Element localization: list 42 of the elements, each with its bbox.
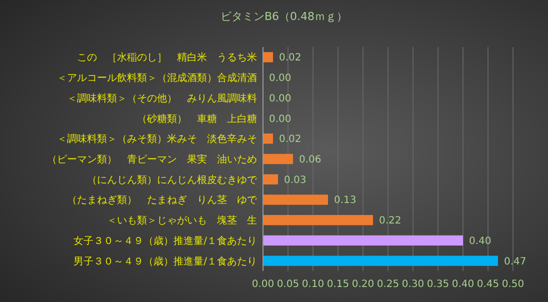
y-tick-label: ＜調味料類＞（みそ類）米みそ 淡色辛みそ	[57, 133, 257, 146]
data-label: 0.13	[334, 195, 356, 206]
bar	[263, 256, 498, 266]
y-tick-label: 女子３０～４９（歳）推進量/１食あたり	[74, 234, 257, 247]
x-tick-label: 0.20	[352, 279, 374, 290]
data-label: 0.00	[269, 93, 292, 104]
y-tick-label: （たまねぎ類） たまねぎ りん茎 ゆで	[67, 194, 258, 206]
data-label: 0.22	[379, 216, 402, 227]
y-tick-label: この ［水稲のし］ 精白米 うるち米	[77, 52, 257, 64]
data-label: 0.06	[299, 154, 322, 166]
bar	[263, 215, 373, 226]
data-label: 0.03	[284, 174, 306, 186]
bar	[263, 154, 293, 164]
y-tick-label: （砂糖類） 車糖 上白糖	[137, 112, 257, 125]
x-tick-label: 0.30	[402, 279, 424, 290]
y-tick-label: 男子３０～４９（歳）推進量/１食あたり	[74, 255, 257, 268]
x-tick-label: 0.15	[326, 279, 350, 290]
bar	[263, 174, 278, 184]
x-tick-label: 0.45	[476, 279, 500, 290]
x-tick-label: 0.35	[426, 279, 450, 290]
data-label: 0.00	[269, 114, 292, 125]
x-tick-label: 0.10	[302, 279, 324, 290]
y-tick-label: ＜いも類＞じゃがいも 塊茎 生	[107, 214, 257, 227]
chart-title: ビタミンB6（0.48ｍｇ）	[220, 10, 348, 23]
y-tick-label: （にんじん類）にんじん根皮むきゆで	[87, 174, 258, 186]
bar	[263, 194, 328, 205]
bar	[263, 134, 273, 144]
data-label: 0.00	[269, 73, 292, 84]
bar	[263, 235, 463, 246]
data-label: 0.47	[504, 256, 526, 268]
bar	[263, 52, 273, 62]
x-tick-label: 0.50	[502, 279, 524, 290]
y-tick-label: ＜調味料類＞（その他） みりん風調味料	[67, 92, 257, 104]
data-label: 0.40	[469, 236, 492, 247]
x-tick-label: 0.40	[452, 279, 474, 290]
x-tick-label: 0.25	[376, 279, 400, 290]
data-label: 0.02	[279, 134, 302, 146]
x-tick-label: 0.05	[276, 279, 300, 290]
y-tick-label: ＜アルコール飲料類＞（混成酒類）合成清酒	[57, 72, 257, 84]
y-tick-label: （ピーマン類） 青ピーマン 果実 油いため	[47, 154, 257, 166]
x-tick-label: 0.00	[252, 279, 274, 290]
data-label: 0.02	[279, 52, 302, 64]
